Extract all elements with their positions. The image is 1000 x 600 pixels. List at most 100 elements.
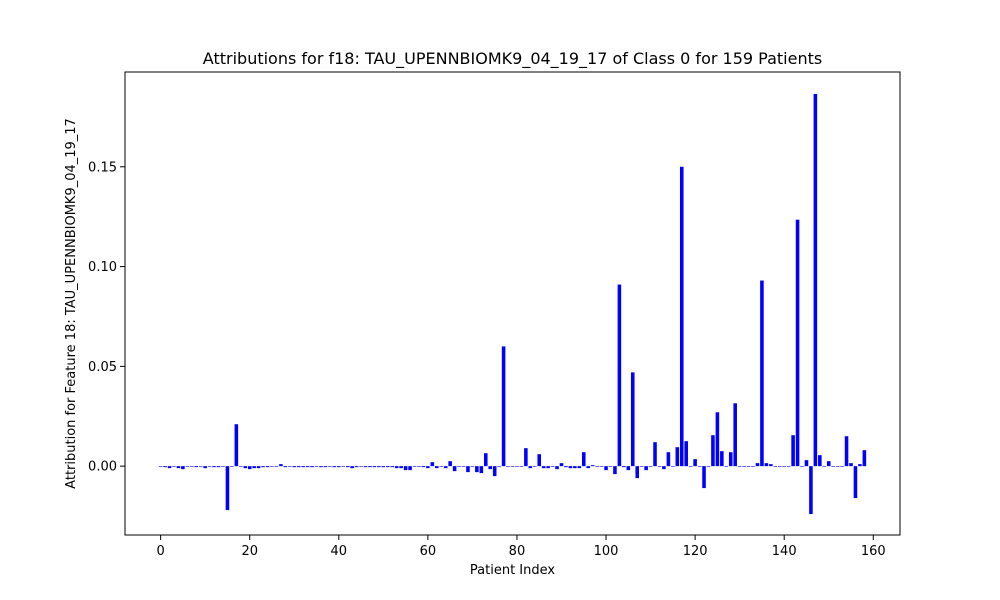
bar-patient-130 [737,466,742,467]
bar-patient-16 [230,466,234,467]
bar-patient-70 [470,466,475,467]
bar-patient-83 [528,466,533,469]
bar-patient-35 [314,466,319,467]
bar-patient-108 [639,466,644,467]
bar-patient-18 [239,466,243,467]
bar-patient-89 [555,466,559,470]
bar-patient-97 [590,465,595,467]
x-tick-label: 100 [594,544,619,559]
x-tick-label: 40 [331,544,348,559]
bar-patient-25 [270,466,274,467]
bar-patient-123 [706,466,711,467]
bar-patient-67 [457,466,461,467]
bar-patient-143 [795,219,800,467]
bar-patient-157 [858,464,862,467]
bar-patient-29 [288,466,292,467]
bar-patient-112 [657,466,662,467]
x-tick-label: 120 [683,544,708,559]
bar-patient-91 [564,466,568,468]
bar-patient-69 [466,466,470,473]
bar-patient-158 [862,450,867,467]
bar-patient-17 [234,424,239,467]
bar-patient-140 [782,466,786,467]
bar-patient-131 [742,466,746,467]
bar-patient-104 [622,466,626,468]
y-tick-label: 0.10 [88,260,117,275]
bar-patient-81 [519,466,524,467]
bar-patient-137 [769,464,773,467]
bar-patient-149 [822,466,827,467]
bar-patient-60 [426,466,430,469]
bar-patient-12 [212,466,216,468]
bar-patient-113 [662,466,666,470]
x-tick-label: 140 [772,544,797,559]
bar-patient-85 [537,454,542,467]
bar-patient-132 [746,466,751,467]
bar-patient-46 [363,466,368,468]
bar-patient-63 [439,466,444,467]
bar-patient-8 [194,466,199,468]
bars-group [158,93,867,515]
bar-patient-73 [483,453,488,467]
bar-patient-146 [809,466,813,515]
chart-title: Attributions for f18: TAU_UPENNBIOMK9_04… [203,49,822,69]
bar-patient-156 [853,466,858,499]
bar-patient-55 [403,466,408,471]
bar-patient-84 [532,466,537,467]
x-axis: 0 20 40 60 80 100 120 140 160 [156,535,886,559]
bar-patient-0 [158,466,163,467]
bar-patient-56 [408,466,412,471]
bar-patient-77 [501,346,506,467]
bar-patient-22 [256,466,261,469]
bar-patient-135 [760,280,764,467]
bar-patient-144 [800,466,804,467]
bar-patient-71 [475,466,479,473]
x-tick-label: 0 [156,544,164,559]
bar-patient-145 [804,460,809,467]
bar-patient-126 [720,451,724,467]
bar-patient-6 [185,466,190,467]
bar-patient-134 [755,463,760,467]
bar-patient-79 [510,466,515,467]
bar-patient-19 [243,466,248,469]
plot-frame [124,71,901,536]
bar-patient-76 [497,466,501,467]
bar-patient-9 [198,466,203,467]
bar-patient-65 [448,461,452,467]
bar-patient-68 [461,466,466,467]
bar-patient-15 [225,466,230,511]
bar-patient-53 [394,466,399,469]
bar-patient-127 [724,466,729,467]
bar-patient-92 [568,466,573,469]
x-tick-label: 20 [241,544,258,559]
bar-patient-37 [323,466,328,468]
y-axis-title: Attribution for Feature 18: TAU_UPENNBIO… [64,118,79,489]
bar-patient-94 [577,466,582,469]
bar-patient-57 [412,466,417,467]
bar-patient-107 [635,466,639,479]
bar-patient-148 [818,455,822,467]
bar-patient-101 [608,466,613,467]
bar-patient-110 [648,466,653,467]
bar-patient-103 [617,284,622,467]
bar-patient-7 [190,466,194,467]
bar-patient-88 [550,466,555,467]
bar-patient-150 [826,461,831,467]
bar-patient-27 [279,464,283,467]
bar-patient-34 [310,466,314,468]
y-axis: 0.00 0.05 0.10 0.15 [88,160,125,475]
bar-patient-124 [711,435,715,467]
bar-patient-109 [644,466,648,471]
bar-patient-106 [630,372,635,467]
bar-patient-4 [176,466,181,469]
bar-patient-40 [337,466,341,468]
bar-patient-11 [207,466,212,467]
bar-patient-61 [430,462,435,467]
bar-patient-151 [831,466,835,467]
y-tick-label: 0.00 [88,460,117,475]
bar-patient-80 [515,466,519,467]
bar-patient-116 [675,447,680,467]
bar-patient-154 [844,436,849,467]
bar-patient-120 [693,459,697,467]
